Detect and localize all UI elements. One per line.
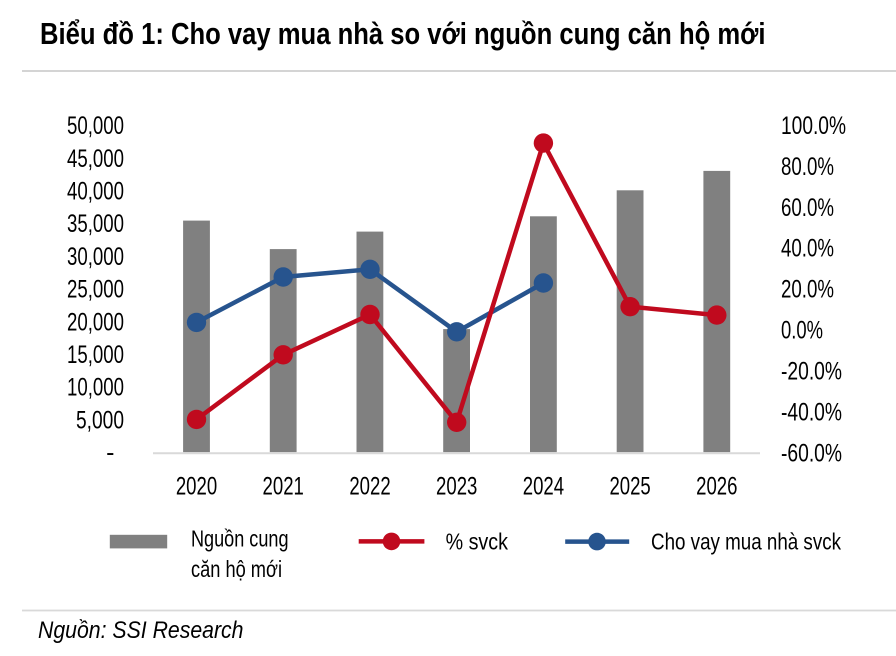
- svg-text:80.0%: 80.0%: [781, 153, 834, 181]
- svg-text:60.0%: 60.0%: [781, 194, 834, 222]
- svg-text:40.0%: 40.0%: [781, 235, 834, 263]
- svg-text:50,000: 50,000: [67, 112, 124, 140]
- svg-text:25,000: 25,000: [67, 276, 124, 304]
- svg-text:0.0%: 0.0%: [781, 317, 823, 345]
- svg-text:căn hộ mới: căn hộ mới: [191, 556, 282, 582]
- svg-text:2025: 2025: [609, 472, 650, 500]
- svg-text:Nguồn cung: Nguồn cung: [191, 525, 289, 551]
- svg-text:45,000: 45,000: [67, 145, 124, 173]
- svg-text:Biểu đồ 1: Cho vay mua nhà so: Biểu đồ 1: Cho vay mua nhà so với nguồn …: [40, 16, 766, 51]
- svg-text:-20.0%: -20.0%: [781, 358, 842, 386]
- svg-text:Cho vay mua nhà svck: Cho vay mua nhà svck: [651, 529, 842, 555]
- svg-text:20.0%: 20.0%: [781, 276, 834, 304]
- svg-text:2023: 2023: [436, 472, 477, 500]
- svg-text:2026: 2026: [696, 472, 737, 500]
- svg-text:100.0%: 100.0%: [781, 112, 846, 140]
- svg-text:Nguồn: SSI Research: Nguồn: SSI Research: [38, 618, 244, 644]
- svg-text:40,000: 40,000: [67, 178, 124, 206]
- svg-text:-60.0%: -60.0%: [781, 440, 842, 468]
- svg-text:35,000: 35,000: [67, 210, 124, 238]
- svg-text:10,000: 10,000: [67, 374, 124, 402]
- svg-text:-40.0%: -40.0%: [781, 399, 842, 427]
- svg-text:20,000: 20,000: [67, 308, 124, 336]
- svg-text:2024: 2024: [523, 472, 564, 500]
- svg-text:15,000: 15,000: [67, 341, 124, 369]
- svg-text:5,000: 5,000: [76, 406, 124, 434]
- svg-text:30,000: 30,000: [67, 243, 124, 271]
- svg-text:% svck: % svck: [446, 529, 509, 555]
- svg-text:2021: 2021: [263, 472, 304, 500]
- svg-text:2022: 2022: [349, 472, 390, 500]
- svg-text:-: -: [106, 438, 114, 466]
- svg-text:2020: 2020: [176, 472, 217, 500]
